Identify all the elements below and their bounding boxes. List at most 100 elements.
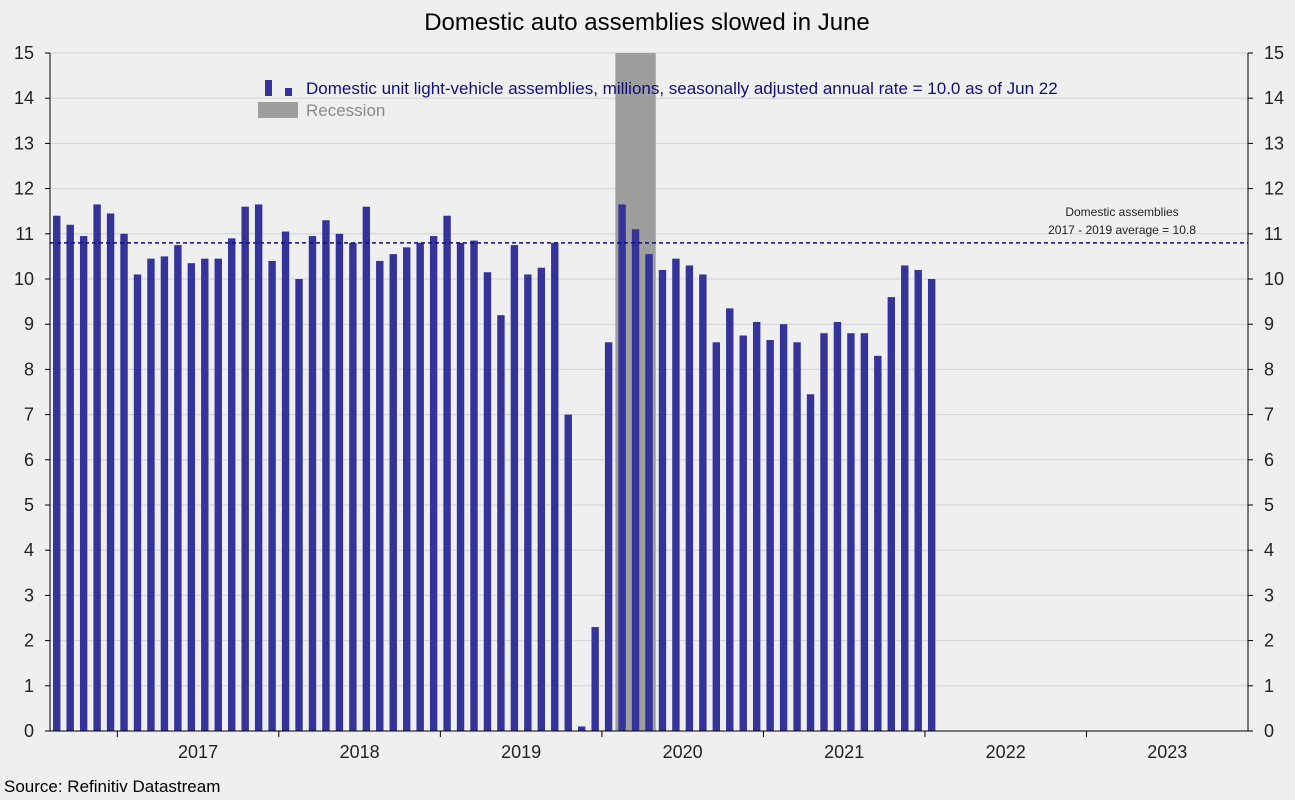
bar-28 <box>429 236 438 731</box>
bar-65 <box>927 279 936 731</box>
bar-32 <box>483 272 492 731</box>
bar-48 <box>699 274 707 731</box>
ytick-left-11: 11 <box>15 224 34 244</box>
bar-59 <box>847 333 855 731</box>
source-note: Source: Refinitiv Datastream <box>4 777 220 796</box>
ytick-right-14: 14 <box>1264 88 1284 108</box>
ytick-right-11: 11 <box>1264 224 1283 244</box>
ytick-left-12: 12 <box>14 179 34 199</box>
xtick-label-2017: 2017 <box>178 742 218 762</box>
ytick-right-13: 13 <box>1264 133 1284 153</box>
bar-61 <box>874 355 882 731</box>
bar-55 <box>793 342 801 731</box>
x-axis-labels: 2017 2018 2019 2020 2021 2022 2023 <box>116 731 1187 762</box>
ytick-right-8: 8 <box>1264 359 1274 379</box>
ytick-right-1: 1 <box>1264 676 1274 696</box>
reference-note-line2: 2017 - 2019 average = 10.8 <box>1048 223 1196 237</box>
bar-39 <box>577 726 586 731</box>
ytick-right-5: 5 <box>1264 495 1274 515</box>
bar-4 <box>106 213 115 731</box>
bar-10 <box>187 263 196 731</box>
bar-51 <box>739 335 747 731</box>
bar-52 <box>752 321 761 731</box>
bar-64 <box>914 269 922 731</box>
ytick-right-7: 7 <box>1264 405 1274 425</box>
bar-20 <box>322 220 330 732</box>
ytick-right-0: 0 <box>1264 721 1274 741</box>
ytick-right-4: 4 <box>1264 540 1274 560</box>
bar-15 <box>254 204 263 732</box>
bar-57 <box>820 333 828 731</box>
xtick-label-2018: 2018 <box>340 742 380 762</box>
bar-6 <box>133 274 142 731</box>
bar-58 <box>833 321 842 731</box>
ytick-left-13: 13 <box>14 133 34 153</box>
ytick-left-0: 0 <box>24 721 34 741</box>
legend-recession-label: Recession <box>306 101 385 120</box>
bar-63 <box>901 265 909 731</box>
ytick-right-2: 2 <box>1264 631 1274 651</box>
bar-23 <box>362 206 371 731</box>
ytick-left-2: 2 <box>24 631 34 651</box>
bar-17 <box>281 231 290 732</box>
legend-bar-swatch-2 <box>285 88 292 96</box>
bar-14 <box>241 206 249 731</box>
bar-2 <box>79 236 88 731</box>
bar-35 <box>524 274 532 731</box>
ytick-left-1: 1 <box>24 676 34 696</box>
bar-30 <box>456 242 465 731</box>
ytick-left-15: 15 <box>14 43 34 63</box>
bar-34 <box>510 245 519 731</box>
bar-41 <box>604 342 613 731</box>
xtick-label-2021: 2021 <box>824 742 864 762</box>
bar-18 <box>295 279 303 731</box>
bar-19 <box>308 236 317 731</box>
ytick-left-10: 10 <box>14 269 34 289</box>
chart-title: Domestic auto assemblies slowed in June <box>424 9 870 36</box>
xtick-label-2023: 2023 <box>1147 742 1187 762</box>
bar-21 <box>335 233 344 732</box>
ytick-right-12: 12 <box>1264 179 1284 199</box>
legend-series-label: Domestic unit light-vehicle assemblies, … <box>306 79 1058 98</box>
ytick-right-10: 10 <box>1264 269 1284 289</box>
bar-36 <box>537 267 546 731</box>
reference-note-line1: Domestic assemblies <box>1065 205 1178 219</box>
ytick-left-3: 3 <box>24 585 34 605</box>
bar-0 <box>53 215 61 732</box>
bar-43 <box>631 229 640 731</box>
bar-42 <box>618 204 626 732</box>
xtick-label-2020: 2020 <box>663 742 703 762</box>
ytick-right-6: 6 <box>1264 450 1274 470</box>
bar-29 <box>443 215 451 732</box>
bar-12 <box>214 258 222 731</box>
ytick-right-3: 3 <box>1264 585 1274 605</box>
ytick-left-7: 7 <box>24 405 34 425</box>
bar-49 <box>712 342 721 731</box>
ytick-left-5: 5 <box>24 495 34 515</box>
bar-24 <box>376 260 384 731</box>
bar-46 <box>672 258 680 731</box>
bar-11 <box>201 258 209 731</box>
bar-47 <box>685 265 694 731</box>
ytick-right-15: 15 <box>1264 43 1284 63</box>
bar-series <box>53 204 936 732</box>
bar-37 <box>551 242 559 731</box>
bar-27 <box>416 242 424 731</box>
ytick-right-9: 9 <box>1264 314 1274 334</box>
bar-1 <box>66 224 74 731</box>
bar-26 <box>403 247 411 732</box>
bar-44 <box>645 254 653 731</box>
legend-bar-swatch-1 <box>265 80 272 96</box>
bar-22 <box>349 242 357 731</box>
bar-16 <box>268 260 276 731</box>
bar-56 <box>806 394 815 731</box>
bar-45 <box>658 269 667 731</box>
bar-40 <box>591 627 599 731</box>
ytick-left-4: 4 <box>24 540 34 560</box>
bar-54 <box>779 324 788 731</box>
bar-62 <box>887 297 895 731</box>
bar-33 <box>497 315 505 731</box>
